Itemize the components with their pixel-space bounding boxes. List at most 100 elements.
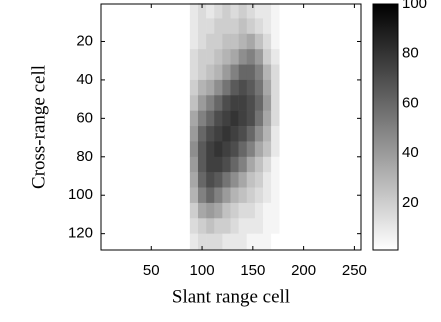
heatmap-cell — [239, 80, 247, 96]
heatmap-cell — [255, 172, 263, 188]
colorbar-tick-label: 60 — [402, 94, 419, 111]
heatmap-cell — [230, 126, 238, 142]
heatmap-cell — [222, 141, 230, 157]
heatmap-cell — [190, 203, 198, 219]
heatmap-cell — [190, 111, 198, 127]
heatmap-cell — [263, 3, 271, 19]
heatmap-cell — [230, 80, 238, 96]
heatmap-cell — [230, 18, 238, 34]
heatmap-cell — [255, 80, 263, 96]
heatmap-cell — [206, 111, 214, 127]
heatmap-cell — [206, 95, 214, 111]
colorbar-tick-label: 100 — [402, 0, 427, 12]
heatmap-cell — [271, 18, 279, 34]
heatmap-cell — [206, 18, 214, 34]
heatmap-cell — [263, 126, 271, 142]
heatmap-cell — [190, 141, 198, 157]
heatmap-cell — [206, 234, 214, 250]
heatmap-cell — [271, 126, 279, 142]
heatmap-cell — [198, 157, 206, 173]
x-tick-label: 150 — [240, 262, 265, 279]
heatmap-cell — [239, 18, 247, 34]
x-tick-label: 250 — [342, 262, 367, 279]
x-axis-label: Slant range cell — [172, 286, 290, 307]
heatmap-cell — [255, 157, 263, 173]
heatmap-cell — [255, 126, 263, 142]
heatmap-cell — [198, 141, 206, 157]
heatmap-cell — [214, 18, 222, 34]
colorbar-tick-label: 20 — [402, 194, 419, 211]
y-tick-label: 80 — [76, 148, 93, 165]
heatmap-cell — [255, 188, 263, 204]
heatmap-cell — [230, 49, 238, 65]
page: {"chart_data": { "type": "heatmap", "xla… — [0, 0, 441, 317]
heatmap-cell — [271, 80, 279, 96]
heatmap-cell — [206, 203, 214, 219]
heatmap-cell — [239, 188, 247, 204]
heatmap-cell — [247, 188, 255, 204]
x-tick-label: 100 — [190, 262, 215, 279]
heatmap-cell — [190, 126, 198, 142]
heatmap-cell — [222, 157, 230, 173]
heatmap-cell — [206, 34, 214, 50]
heatmap-cell — [198, 172, 206, 188]
heatmap-cell — [230, 188, 238, 204]
heatmap-cell — [206, 49, 214, 65]
heatmap-cell — [247, 157, 255, 173]
heatmap-cell — [239, 172, 247, 188]
heatmap-cell — [214, 141, 222, 157]
heatmap-cell — [198, 34, 206, 50]
heatmap-cell — [222, 218, 230, 234]
heatmap-cell — [206, 80, 214, 96]
heatmap-cell — [214, 111, 222, 127]
heatmap-cell — [190, 18, 198, 34]
y-tick-label: 20 — [76, 32, 93, 49]
heatmap-cell — [239, 126, 247, 142]
heatmap-cell — [206, 157, 214, 173]
heatmap-cell — [239, 218, 247, 234]
heatmap-cell — [247, 34, 255, 50]
heatmap-cell — [230, 218, 238, 234]
heatmap-cell — [263, 172, 271, 188]
heatmap-cell — [222, 18, 230, 34]
heatmap-cell — [214, 218, 222, 234]
heatmap-cell — [263, 188, 271, 204]
heatmap-cell — [247, 65, 255, 81]
heatmap-cell — [214, 157, 222, 173]
heatmap-cell — [198, 203, 206, 219]
heatmap-cells — [190, 3, 280, 249]
heatmap-cell — [222, 172, 230, 188]
heatmap-cell — [263, 49, 271, 65]
heatmap-cell — [247, 18, 255, 34]
heatmap-cell — [198, 218, 206, 234]
heatmap-cell — [271, 157, 279, 173]
heatmap-cell — [198, 95, 206, 111]
heatmap-cell — [247, 126, 255, 142]
heatmap-cell — [198, 65, 206, 81]
heatmap-cell — [198, 111, 206, 127]
heatmap-cell — [271, 95, 279, 111]
heatmap-cell — [222, 49, 230, 65]
chart: Slant range cell Cross-range cell 501001… — [0, 0, 441, 317]
heatmap-cell — [271, 203, 279, 219]
heatmap-cell — [222, 111, 230, 127]
heatmap-cell — [263, 234, 271, 250]
heatmap-cell — [255, 111, 263, 127]
heatmap-cell — [271, 111, 279, 127]
heatmap-cell — [255, 203, 263, 219]
heatmap-cell — [263, 80, 271, 96]
heatmap-cell — [255, 234, 263, 250]
heatmap-cell — [230, 111, 238, 127]
heatmap-cell — [230, 65, 238, 81]
heatmap-cell — [214, 95, 222, 111]
heatmap-cell — [255, 95, 263, 111]
heatmap-cell — [222, 203, 230, 219]
heatmap-cell — [230, 157, 238, 173]
y-axis-label: Cross-range cell — [28, 65, 49, 189]
y-tick-label: 60 — [76, 109, 93, 126]
heatmap-cell — [255, 49, 263, 65]
heatmap-cell — [239, 203, 247, 219]
heatmap-cell — [239, 141, 247, 157]
heatmap-cell — [255, 34, 263, 50]
heatmap-cell — [263, 141, 271, 157]
